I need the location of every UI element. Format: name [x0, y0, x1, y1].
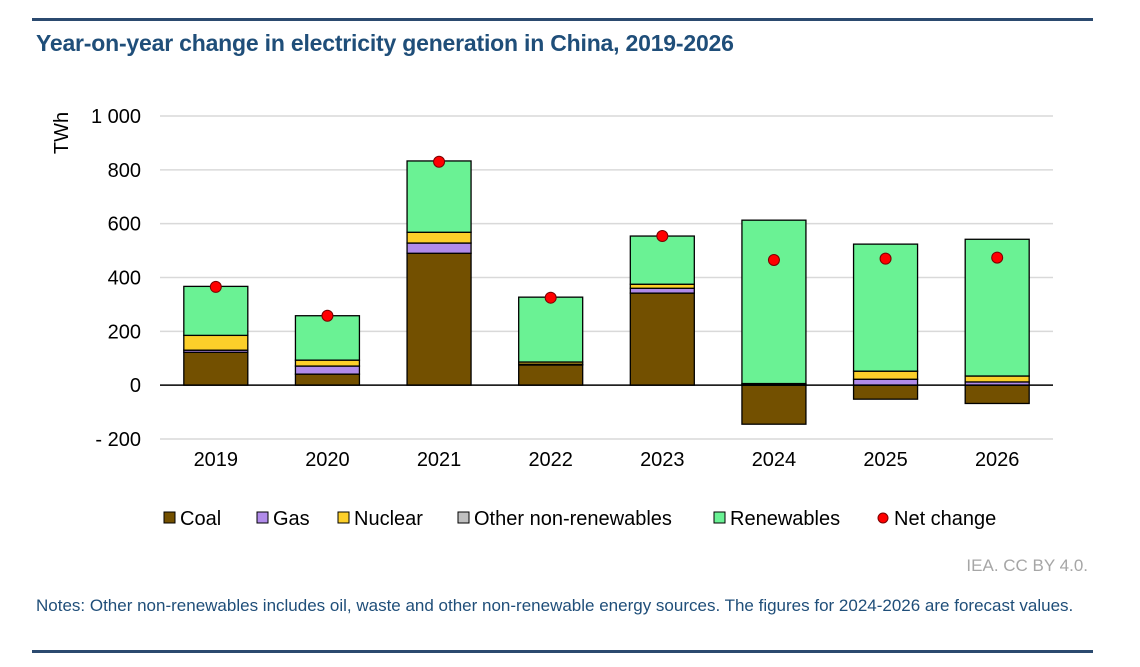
bar-segment-coal: [741, 384, 807, 425]
x-axis-ticks: 2019 2020 2021 2022 2023 2024 2025 2026: [194, 449, 1020, 471]
bar-segment-renewables: [183, 285, 249, 337]
legend-swatch: [713, 511, 726, 524]
y-tick-label: 400: [108, 268, 141, 290]
legend: Coal Gas Nuclear Other non-renewables Renewa…: [163, 508, 996, 530]
legend-label: Net change: [894, 508, 996, 530]
bar-segment-coal: [294, 373, 361, 386]
net-change-marker: [544, 291, 557, 304]
chart-title: Year-on-year change in electricity gener…: [36, 30, 734, 56]
bar-segment-gas: [629, 287, 695, 294]
y-tick-label: 200: [108, 321, 141, 343]
bottom-rule: [32, 650, 1093, 653]
legend-label: Nuclear: [354, 508, 423, 530]
y-axis-ticks: - 200 0 200 400 600 800 1 000: [91, 106, 141, 451]
legend-swatch: [163, 511, 176, 524]
x-tick-label: 2020: [305, 449, 350, 471]
y-tick-label: 800: [108, 160, 141, 182]
bar-segment-renewables: [741, 219, 807, 385]
legend-label: Renewables: [730, 508, 840, 530]
gridlines: [160, 115, 1053, 440]
top-rule: [32, 18, 1093, 21]
net-change-marker: [656, 230, 669, 243]
legend-label: Coal: [180, 508, 221, 530]
bar-segment-gas: [852, 378, 919, 386]
legend-swatch: [457, 511, 470, 524]
bar-segment-coal: [629, 292, 695, 386]
bar-segment-renewables: [629, 235, 695, 285]
chart-notes: Notes: Other non-renewables includes oil…: [36, 596, 1074, 615]
bar-segment-coal: [964, 384, 1030, 405]
x-tick-label: 2026: [975, 449, 1020, 471]
bar-segment-renewables: [518, 296, 584, 363]
y-tick-label: 0: [130, 375, 141, 397]
x-tick-label: 2022: [528, 449, 573, 471]
y-tick-label: - 200: [95, 429, 141, 451]
net-change-marker: [433, 155, 446, 168]
bar-segment-renewables: [406, 160, 472, 233]
x-tick-label: 2021: [417, 449, 462, 471]
bar-segment-nuclear: [183, 334, 249, 351]
legend-label: Gas: [273, 508, 310, 530]
net-change-markers: [209, 155, 1004, 322]
x-tick-label: 2025: [863, 449, 908, 471]
bar-segment-gas: [294, 365, 361, 375]
bar-segment-coal: [183, 351, 249, 386]
legend-label: Other non-renewables: [474, 508, 672, 530]
bar-segment-coal: [406, 252, 472, 386]
legend-marker: [877, 512, 889, 524]
source-credit: IEA. CC BY 4.0.: [966, 556, 1088, 575]
net-change-marker: [991, 251, 1004, 264]
bar-segment-coal: [518, 364, 584, 386]
y-axis-label: TWh: [51, 112, 73, 154]
bar-segment-gas: [406, 242, 472, 254]
y-tick-label: 1 000: [91, 106, 141, 128]
bar-segment-nuclear: [964, 375, 1030, 383]
net-change-marker: [879, 252, 892, 265]
bar-segment-renewables: [852, 243, 919, 372]
bars: [183, 160, 1030, 425]
x-tick-label: 2019: [194, 449, 239, 471]
bar-segment-coal: [852, 384, 919, 400]
legend-swatch: [256, 511, 269, 524]
bar-segment-nuclear: [852, 370, 919, 380]
bar-segment-nuclear: [294, 359, 361, 367]
net-change-marker: [209, 280, 222, 293]
x-tick-label: 2024: [752, 449, 797, 471]
net-change-marker: [767, 254, 780, 267]
bar-segment-nuclear: [406, 231, 472, 244]
bar-segment-renewables: [294, 315, 361, 361]
x-tick-label: 2023: [640, 449, 685, 471]
legend-swatch: [337, 511, 350, 524]
net-change-marker: [321, 309, 334, 322]
y-tick-label: 600: [108, 214, 141, 236]
